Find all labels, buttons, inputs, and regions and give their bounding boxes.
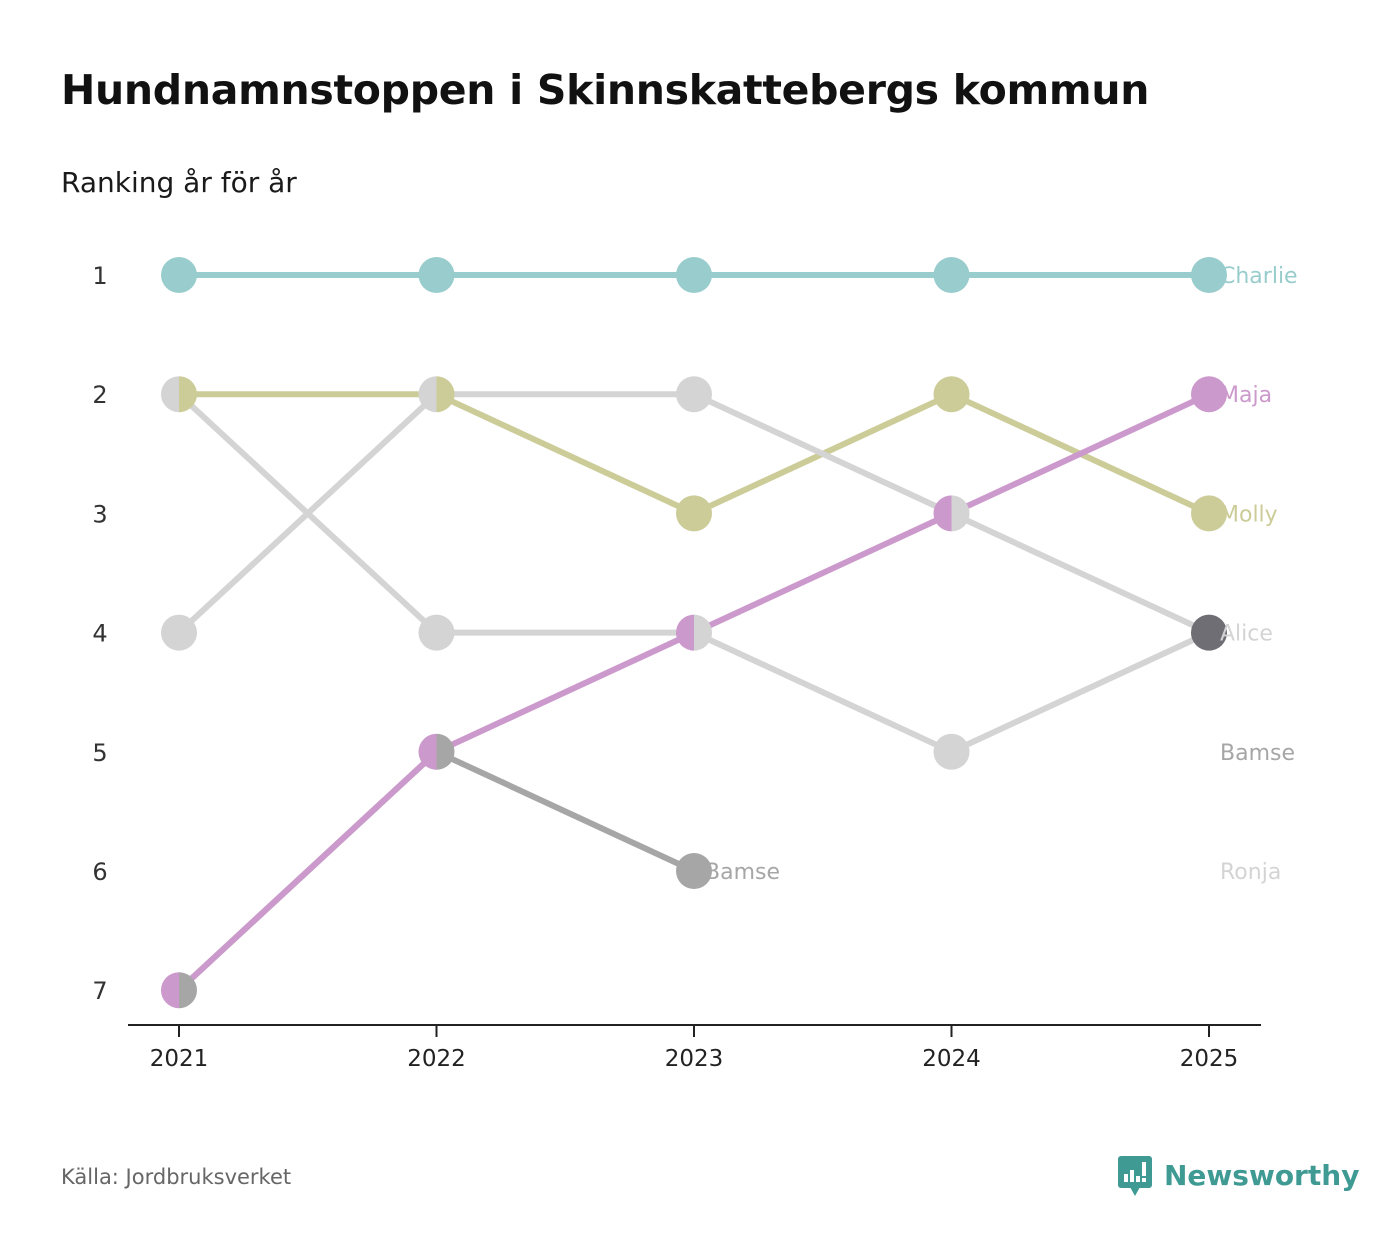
point-half-maja: [418, 733, 437, 770]
chart-title: Hundnamnstoppen i Skinnskattebergs kommu…: [61, 66, 1150, 114]
y-axis-labels: 1 2 3 4 5 6 7: [92, 262, 107, 1005]
y-tick-label: 4: [92, 620, 107, 648]
point-charlie: [161, 257, 197, 293]
point-half-alice: [951, 495, 970, 532]
point-alice: [676, 376, 712, 413]
point-molly: [1191, 495, 1227, 532]
series-points: [161, 257, 1227, 1009]
chart-subtitle: Ranking år för år: [61, 166, 297, 199]
series-line-bamse: [176, 748, 697, 994]
point-charlie: [676, 257, 712, 293]
point-charlie: [1191, 257, 1227, 293]
point-half-molly: [436, 376, 455, 413]
series-label-charlie: Charlie: [1220, 264, 1298, 289]
series-label-alice: Alice: [1220, 622, 1273, 647]
point-ronja: [933, 733, 970, 770]
x-tick-label: 2025: [1180, 1046, 1239, 1072]
series-label-bamse: Bamse: [705, 860, 780, 885]
series-label-maja: Maja: [1220, 383, 1272, 408]
series-labels: Charlie Molly Alice Ronja Bamse Bamse Maja: [705, 264, 1298, 885]
point-ronja: [418, 614, 455, 651]
series-label-molly: Molly: [1220, 502, 1278, 527]
point-half-ronja: [161, 376, 179, 413]
y-tick-label: 5: [92, 739, 107, 767]
source-note: Källa: Jordbruksverket: [61, 1165, 292, 1189]
point-molly: [676, 495, 712, 532]
point-half-molly: [179, 376, 197, 413]
point-half-ronja: [694, 614, 712, 651]
y-tick-label: 3: [92, 500, 107, 528]
point-half-alice: [418, 376, 437, 413]
x-tick-label: 2024: [922, 1046, 981, 1072]
series-line-maja: [176, 391, 1212, 994]
series-label-ronja: Ronja: [1220, 860, 1281, 885]
point-half-maja: [161, 972, 179, 1009]
brand-name: Newsworthy: [1164, 1158, 1360, 1192]
series-line-ronja: [176, 391, 1212, 755]
point-charlie: [933, 257, 970, 293]
series-label-bamse-2025: Bamse: [1220, 741, 1295, 766]
point-molly: [933, 376, 970, 413]
y-tick-label: 6: [92, 858, 107, 886]
point-alice: [161, 614, 197, 651]
y-tick-label: 1: [92, 262, 107, 290]
x-tick-label: 2023: [665, 1046, 724, 1072]
point-highlight: [1191, 614, 1227, 651]
point-bamse: [676, 853, 712, 889]
newsworthy-logo: Newsworthy: [1118, 1154, 1359, 1196]
point-half-maja: [933, 495, 952, 532]
point-half-maja: [676, 614, 694, 651]
y-tick-label: 2: [92, 381, 107, 409]
point-half-bamse: [179, 972, 197, 1009]
x-axis: 2021 2022 2023 2024 2025: [128, 1024, 1261, 1072]
point-maja: [1191, 376, 1227, 413]
x-tick-label: 2021: [150, 1046, 209, 1072]
y-tick-label: 7: [92, 977, 107, 1005]
point-charlie: [418, 257, 455, 293]
newsworthy-icon: [1118, 1156, 1152, 1196]
x-tick-label: 2022: [407, 1046, 466, 1072]
point-half-bamse: [436, 733, 455, 770]
